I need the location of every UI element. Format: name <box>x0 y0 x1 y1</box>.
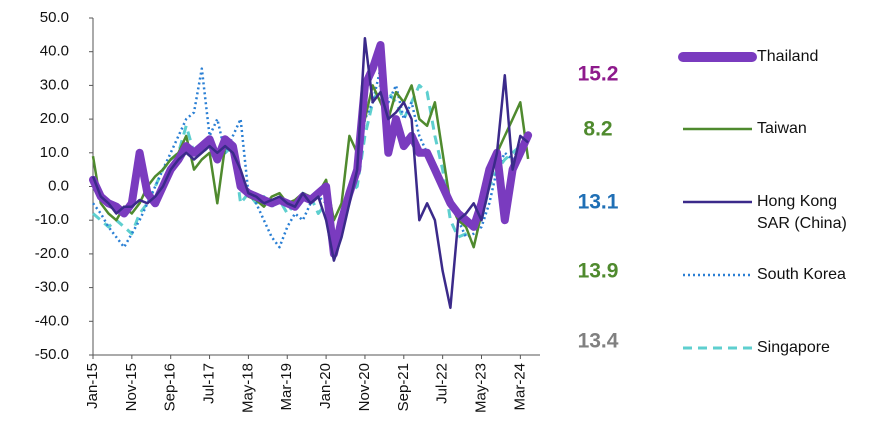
annotation: 13.9 <box>578 260 619 283</box>
series-line <box>92 67 529 256</box>
legend-label: Singapore <box>757 339 830 356</box>
y-tick-label: 40.0 <box>40 43 69 60</box>
x-tick-label: Mar-19 <box>278 363 295 411</box>
legend-label: South Korea <box>757 266 846 283</box>
y-tick-label: 20.0 <box>40 110 69 127</box>
x-tick-label: Nov-20 <box>356 363 373 411</box>
x-tick-label: May-23 <box>472 363 489 413</box>
y-tick-label: -40.0 <box>35 312 69 329</box>
x-tick-label: Mar-24 <box>511 363 528 411</box>
x-tick-label: Jul-17 <box>201 363 218 404</box>
legend-label: Taiwan <box>757 120 807 137</box>
y-tick-label: -50.0 <box>35 346 69 363</box>
y-tick-label: -30.0 <box>35 279 69 296</box>
y-tick-label: -20.0 <box>35 245 69 262</box>
annotation: 8.2 <box>583 118 612 141</box>
x-tick-label: Sep-16 <box>162 363 179 411</box>
y-tick-label: -10.0 <box>35 211 69 228</box>
series-line <box>89 41 533 258</box>
series-line <box>91 36 529 310</box>
x-tick-label: Nov-15 <box>123 363 140 411</box>
series-line <box>91 84 530 249</box>
annotation: 13.1 <box>578 191 619 214</box>
annotation: 15.2 <box>578 63 619 86</box>
y-tick-label: 50.0 <box>40 9 69 26</box>
x-tick-label: May-18 <box>239 363 256 413</box>
y-tick-label: 30.0 <box>40 76 69 93</box>
legend-label: Hong Kong SAR (China) <box>757 193 847 232</box>
x-tick-label: Jan-15 <box>84 363 101 409</box>
x-tick-label: Sep-21 <box>395 363 412 411</box>
x-tick-label: Jul-22 <box>434 363 451 404</box>
y-tick-label: 10.0 <box>40 144 69 161</box>
x-tick-label: Jan-20 <box>317 363 334 409</box>
annotation: 13.4 <box>578 330 619 353</box>
legend-label: Thailand <box>757 48 819 65</box>
y-tick-label: 0.0 <box>48 177 69 194</box>
